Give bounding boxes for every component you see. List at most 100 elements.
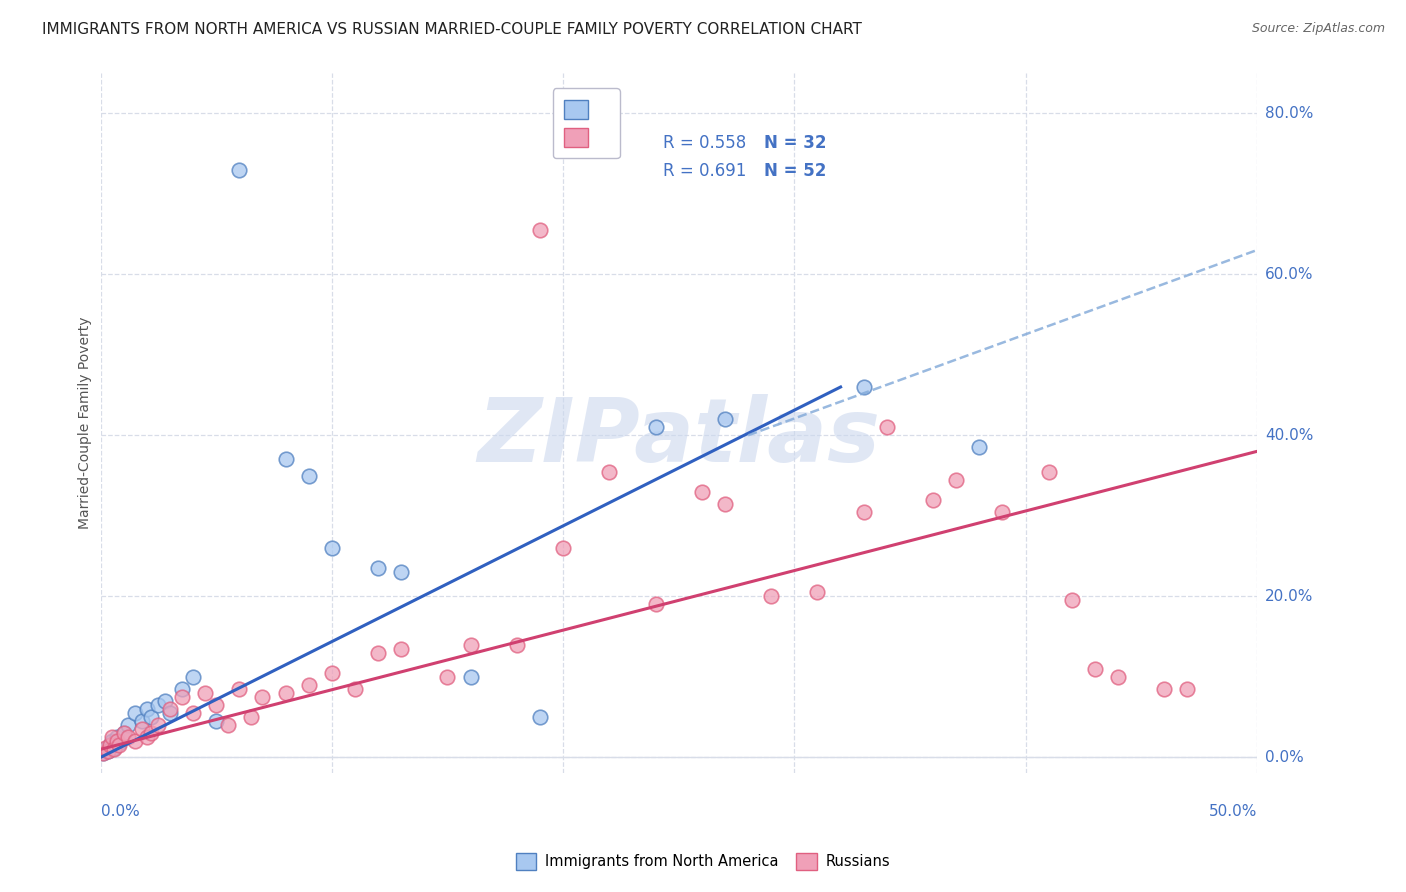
Point (321, 665, 343, 680)
Point (367, 561, 389, 575)
Point (103, 740, 125, 755)
Text: N = 52: N = 52 (765, 162, 827, 180)
Point (460, 638, 482, 652)
Point (141, 710, 163, 724)
Point (1060, 593, 1083, 607)
Point (98, 739, 121, 753)
Point (298, 468, 321, 483)
Point (598, 465, 620, 479)
Point (852, 380, 875, 394)
Point (274, 452, 297, 467)
Point (274, 686, 297, 700)
Point (714, 497, 737, 511)
Point (170, 690, 193, 704)
Point (96, 744, 118, 758)
Point (117, 718, 139, 732)
Point (690, 484, 713, 499)
Text: 50.0%: 50.0% (1209, 804, 1257, 819)
Point (217, 718, 239, 732)
Point (389, 565, 412, 579)
Text: 0.0%: 0.0% (1265, 750, 1303, 764)
Point (529, 710, 551, 724)
Text: 60.0%: 60.0% (1265, 267, 1313, 282)
Point (124, 734, 146, 748)
Point (112, 726, 135, 740)
Point (108, 736, 131, 750)
Point (91, 747, 114, 761)
Point (252, 690, 274, 704)
Point (131, 714, 153, 728)
Text: 0.0%: 0.0% (101, 804, 139, 819)
Point (148, 698, 170, 712)
Point (389, 641, 412, 656)
Point (644, 420, 666, 434)
Point (205, 714, 228, 728)
Point (969, 441, 991, 455)
Point (228, 681, 250, 696)
Point (117, 730, 139, 744)
Point (101, 734, 124, 748)
Point (181, 706, 204, 720)
Text: 40.0%: 40.0% (1265, 428, 1313, 442)
Point (148, 718, 170, 732)
Point (135, 730, 157, 744)
Point (194, 686, 217, 700)
Point (124, 706, 146, 720)
Point (761, 590, 783, 604)
Point (131, 722, 153, 736)
Text: R = 0.558: R = 0.558 (664, 135, 747, 153)
Y-axis label: Married-Couple Family Poverty: Married-Couple Family Poverty (79, 317, 93, 530)
Point (876, 420, 898, 434)
Point (159, 702, 181, 716)
Point (551, 541, 574, 555)
Point (91, 747, 114, 761)
Point (141, 726, 163, 740)
Point (1084, 662, 1107, 676)
Point (94, 742, 117, 756)
Point (1177, 681, 1199, 696)
Point (945, 473, 967, 487)
Legend:   ,   : , (553, 88, 620, 159)
Point (155, 694, 177, 708)
Point (460, 670, 482, 684)
Point (170, 681, 193, 696)
Point (98, 739, 121, 753)
Text: 80.0%: 80.0% (1265, 106, 1313, 120)
Text: IMMIGRANTS FROM NORTH AMERICA VS RUSSIAN MARRIED-COUPLE FAMILY POVERTY CORRELATI: IMMIGRANTS FROM NORTH AMERICA VS RUSSIAN… (42, 22, 862, 37)
Text: Source: ZipAtlas.com: Source: ZipAtlas.com (1251, 22, 1385, 36)
Point (105, 730, 128, 744)
Point (436, 670, 458, 684)
Point (239, 710, 262, 724)
Point (112, 726, 135, 740)
Legend: Immigrants from North America, Russians: Immigrants from North America, Russians (510, 847, 896, 876)
Point (343, 681, 366, 696)
Point (94, 740, 117, 755)
Point (506, 638, 529, 652)
Text: ZIPatlas: ZIPatlas (477, 393, 880, 481)
Text: N = 32: N = 32 (765, 135, 827, 153)
Point (105, 734, 128, 748)
Point (321, 541, 343, 555)
Point (922, 492, 945, 507)
Point (852, 505, 875, 519)
Point (96, 744, 118, 758)
Text: 20.0%: 20.0% (1265, 589, 1313, 604)
Point (205, 698, 228, 712)
Point (103, 742, 125, 756)
Point (298, 678, 321, 692)
Text: R = 0.691: R = 0.691 (664, 162, 747, 180)
Point (714, 412, 737, 426)
Point (228, 162, 250, 177)
Point (1107, 670, 1129, 684)
Point (529, 223, 551, 237)
Point (644, 598, 666, 612)
Point (135, 702, 157, 716)
Point (1038, 465, 1060, 479)
Point (991, 505, 1014, 519)
Point (101, 730, 124, 744)
Point (181, 670, 204, 684)
Point (159, 706, 181, 720)
Point (1153, 681, 1175, 696)
Point (367, 646, 389, 660)
Point (108, 739, 131, 753)
